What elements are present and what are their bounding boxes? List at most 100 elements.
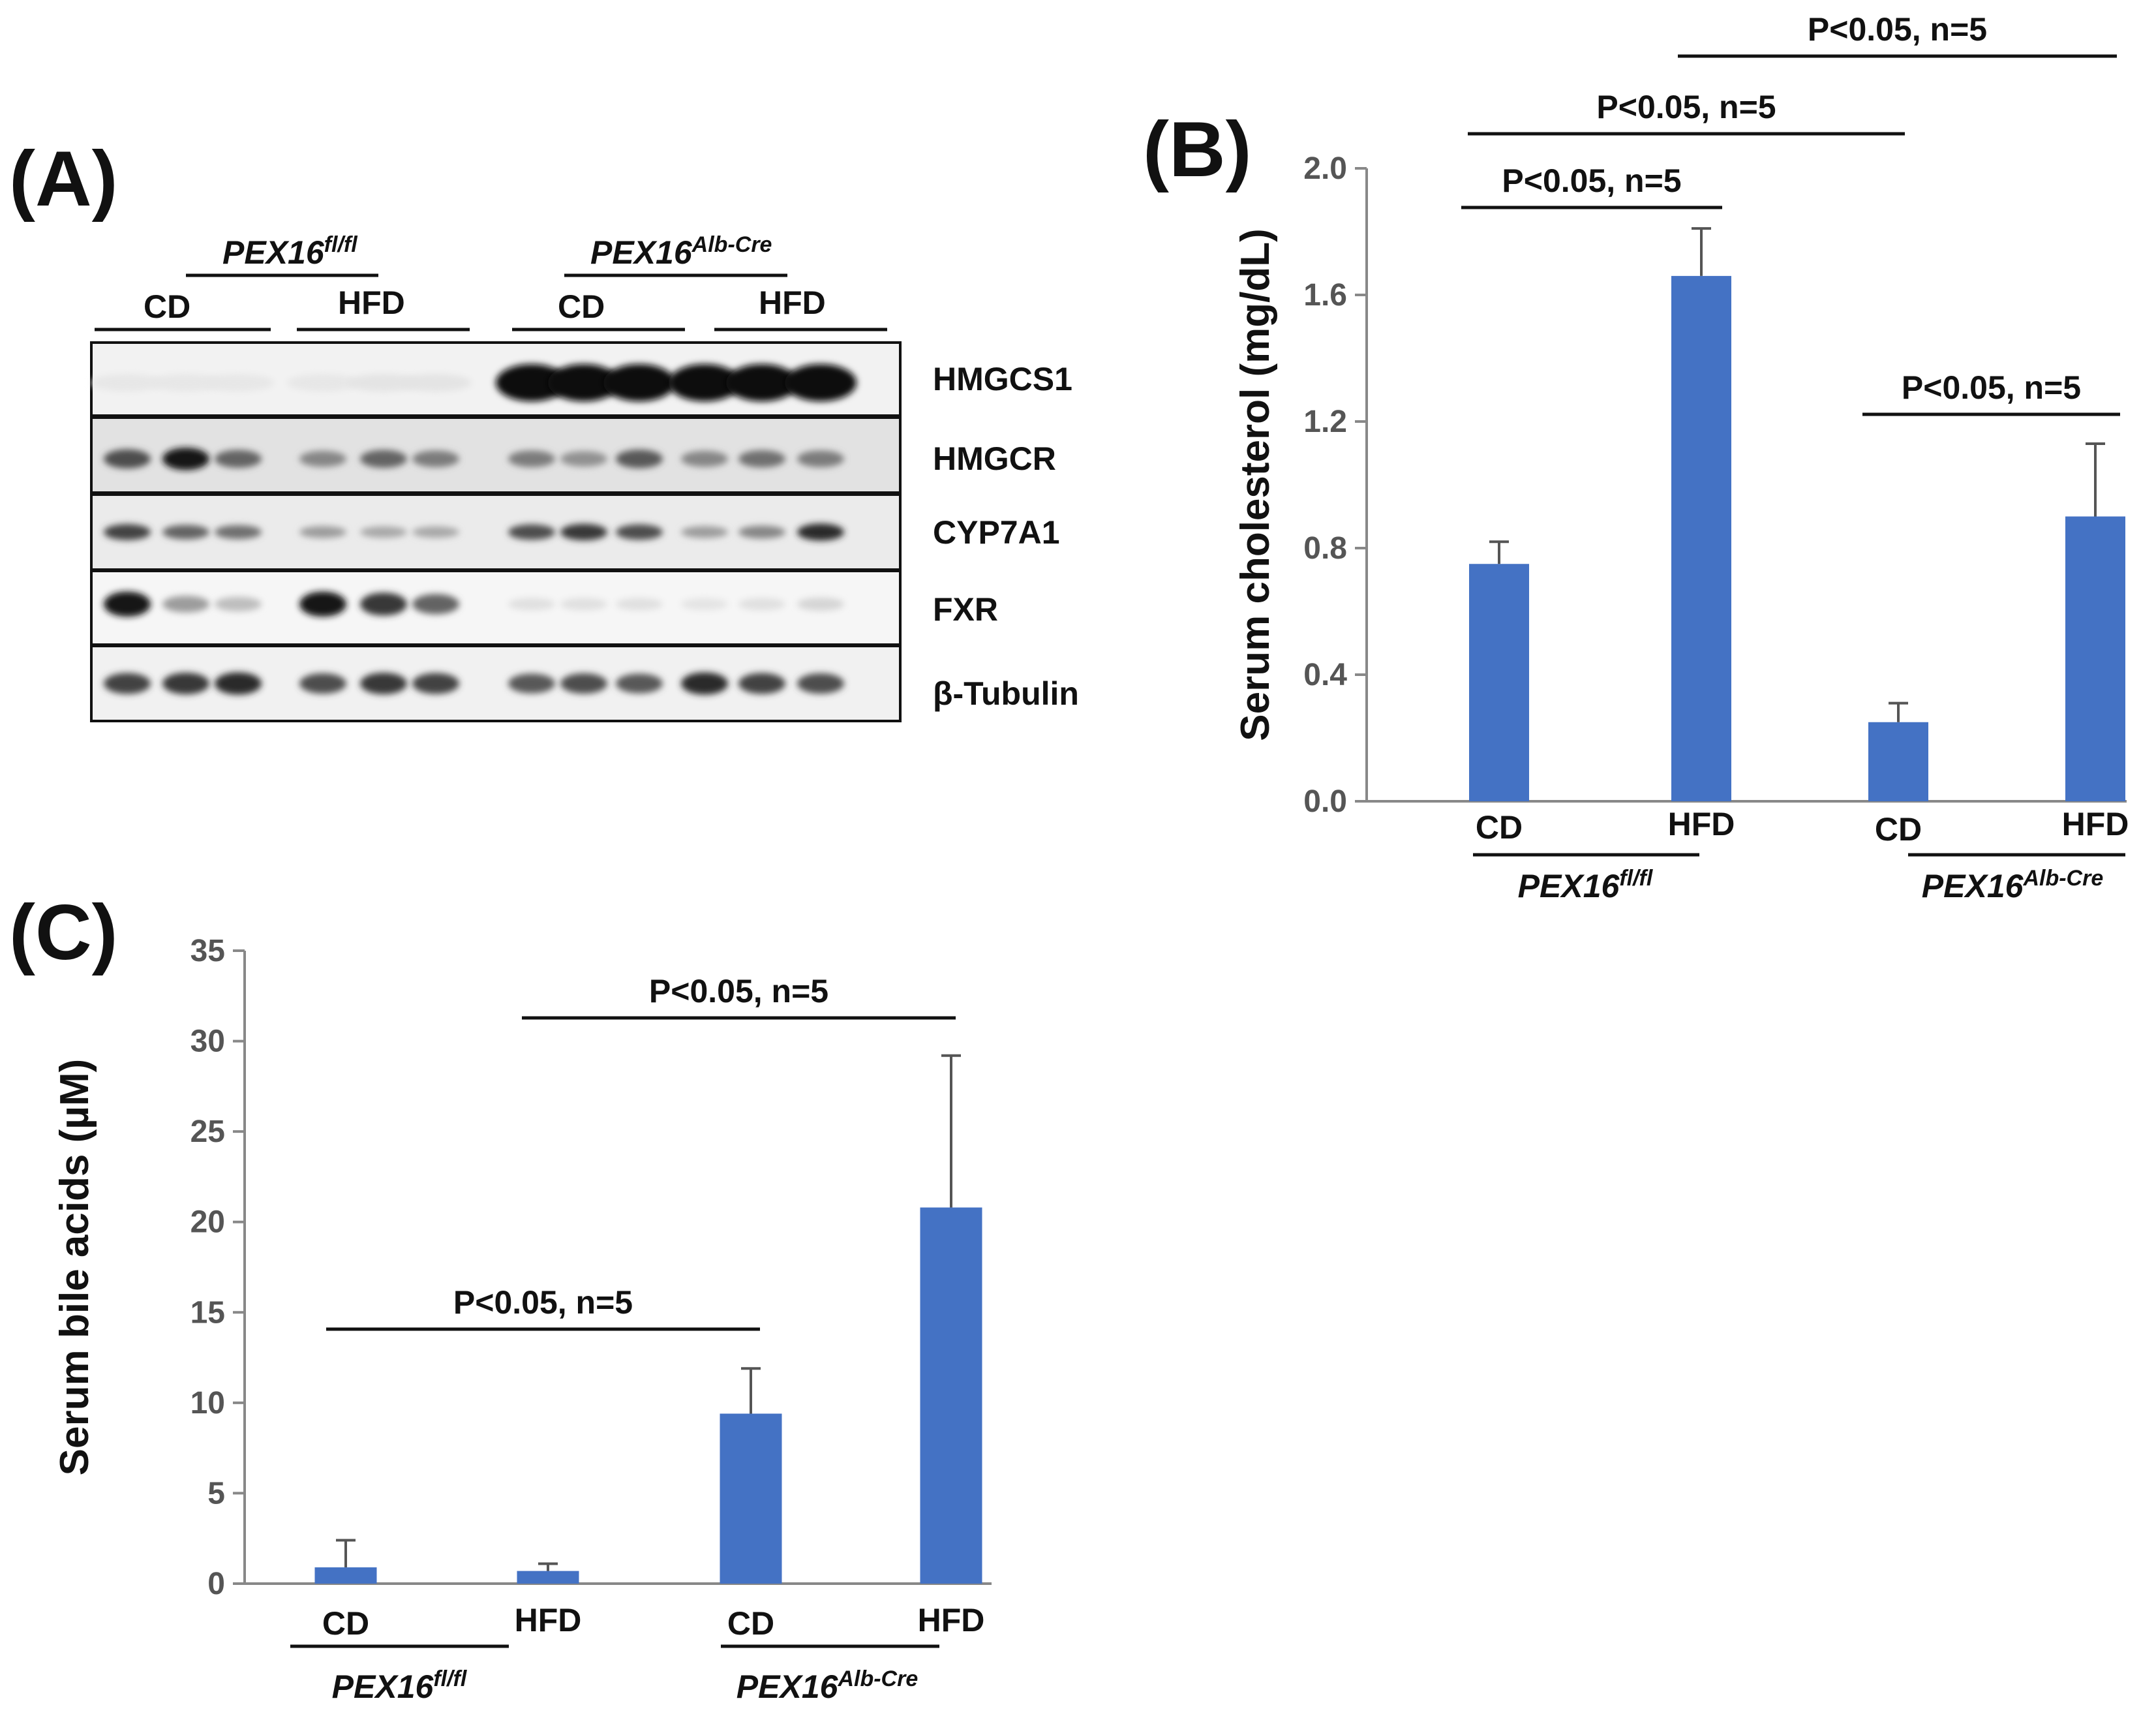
significance-label: P<0.05, n=5 [1502, 162, 1681, 199]
blot-band [162, 525, 209, 540]
blot-band [738, 525, 785, 539]
blot-band [560, 523, 607, 541]
chart-serum-cholesterol: 0.0 0.4 0.8 1.2 1.6 2.0 Serum cholesterol (mg/… [1233, 11, 2129, 904]
blot-row-label: CYP7A1 [933, 514, 1060, 551]
blot-band [162, 448, 209, 470]
blot-band [215, 672, 262, 695]
blot-band [560, 673, 607, 694]
blot-row-label: β-Tubulin [933, 675, 1079, 712]
significance-label: P<0.05, n=5 [453, 1284, 633, 1321]
blot-band [150, 374, 222, 392]
blot-band [215, 596, 262, 612]
blot-band [287, 374, 359, 392]
y-tick-label: 0.8 [1303, 531, 1347, 566]
y-axis-title: Serum cholesterol (mg/dL) [1233, 228, 1278, 741]
bar [517, 1571, 579, 1584]
panel-a-letter: (A) [9, 135, 118, 223]
y-tick-label: 30 [190, 1024, 225, 1059]
blot-band [360, 672, 407, 695]
blot-band [669, 364, 740, 402]
blot-band [797, 673, 844, 694]
blot-band [508, 450, 555, 468]
x-category-label: HFD [515, 1602, 582, 1638]
x-category-label: CD [1875, 811, 1922, 848]
blot-diet-alb-cd: CD [558, 288, 605, 325]
blot-genotype-alb: PEX16Alb-Cre [590, 232, 772, 271]
blot-band [681, 450, 728, 467]
panel-b-letter: (B) [1143, 106, 1252, 193]
blot-band [299, 526, 346, 538]
blot-band [299, 673, 346, 694]
y-tick-label: 20 [190, 1205, 225, 1240]
blot-row-label: FXR [933, 591, 998, 628]
blot-band [348, 374, 419, 392]
y-tick-label: 2.0 [1303, 151, 1347, 186]
blot-band [616, 673, 663, 694]
blot-band [785, 364, 857, 402]
blot-band [681, 526, 728, 538]
panel-c-letter: (C) [9, 889, 118, 976]
blot-band [104, 673, 151, 694]
bar [1469, 564, 1529, 801]
blot-band [162, 672, 209, 695]
blot-diet-alb-hfd: HFD [759, 284, 826, 321]
panel-a: (A) PEX16fl/fl PEX16Alb-Cre CD HFD CD HF… [9, 135, 1079, 722]
blot-band [360, 450, 407, 468]
blot-band [412, 594, 459, 615]
blot-diet-flox-hfd: HFD [338, 284, 405, 321]
blot-band [616, 598, 663, 611]
blot-band [560, 598, 607, 611]
x-category-label: HFD [2062, 806, 2129, 842]
significance-label: P<0.05, n=5 [1902, 369, 2081, 406]
blot-band [797, 523, 844, 541]
y-tick-label: 1.6 [1303, 278, 1347, 313]
x-category-label: HFD [918, 1602, 985, 1638]
x-category-label: HFD [1668, 806, 1735, 842]
blot-band [616, 524, 663, 540]
blot-band [299, 591, 346, 617]
y-tick-label: 15 [190, 1295, 225, 1330]
y-tick-label: 0.4 [1303, 658, 1347, 692]
blot-band [360, 592, 407, 616]
blot-band [508, 673, 555, 694]
y-tick-label: 35 [190, 934, 225, 968]
blot-band [412, 673, 459, 694]
y-tick-label: 5 [207, 1476, 225, 1511]
y-tick-label: 0.0 [1303, 784, 1347, 819]
chart-serum-bile-acids: 0 5 10 15 20 25 30 35 Serum bile acids (µM) CD HFD… [52, 934, 992, 1705]
y-tick-label: 0 [207, 1567, 225, 1601]
blot-row-label: HMGCS1 [933, 361, 1072, 397]
blot-band [508, 598, 555, 611]
bar [1671, 275, 1731, 801]
blot-band [104, 449, 151, 468]
blot-band [603, 364, 675, 402]
blot-band [738, 450, 785, 468]
blot-band [797, 450, 844, 468]
blot-band [162, 596, 209, 613]
bar [2065, 516, 2125, 801]
group-label: PEX16Alb-Cre [736, 1666, 918, 1705]
blot-diet-flox-cd: CD [144, 288, 190, 325]
blot-band [202, 374, 274, 392]
blot-band [215, 525, 262, 540]
significance-label: P<0.05, n=5 [1808, 11, 1987, 48]
bar [1868, 722, 1928, 801]
y-axis-title: Serum bile acids (µM) [52, 1059, 97, 1476]
blot-band [508, 524, 555, 540]
blot-band [400, 374, 472, 392]
blot-band [412, 526, 459, 538]
blot-genotype-flox: PEX16fl/fl [222, 232, 358, 271]
group-label: PEX16fl/fl [332, 1666, 468, 1705]
panel-c: (C) 0 5 10 15 20 25 30 35 Serum bile acids (µM) C… [9, 889, 992, 1705]
blot-band [681, 598, 728, 611]
blot-band [215, 450, 262, 468]
blot-band [412, 450, 459, 468]
blot-band [738, 598, 785, 611]
blot-band [738, 673, 785, 694]
blot-band [496, 364, 568, 402]
y-tick-label: 10 [190, 1386, 225, 1421]
significance-label: P<0.05, n=5 [1596, 89, 1776, 125]
blot-band [548, 364, 620, 402]
bar [720, 1413, 782, 1584]
